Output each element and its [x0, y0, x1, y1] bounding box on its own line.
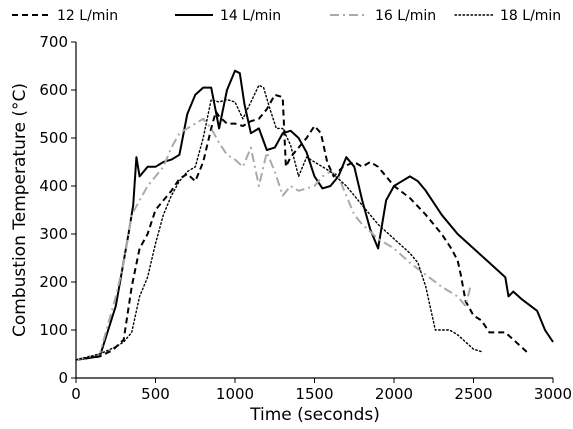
tick-labels: 0 500 1000 1500 2000 2500 3000 0 100 200 300 400 500… [39, 33, 572, 403]
data-series [75, 69, 554, 361]
x-tick-label: 500 [141, 385, 170, 403]
series-line-14-l-min [75, 69, 554, 361]
y-tick-label: 700 [39, 33, 68, 51]
series-line-12-l-min [75, 93, 530, 361]
y-tick-label: 0 [58, 369, 68, 387]
legend-label: 12 L/min [57, 8, 118, 24]
legend: 12 L/min 14 L/min 16 L/min 18 L/min [12, 8, 561, 24]
y-axis-title: Combustion Temperature (°C) [10, 83, 30, 337]
legend-label: 16 L/min [375, 8, 436, 24]
y-tick-label: 400 [39, 177, 68, 195]
x-tick-label: 3000 [534, 385, 572, 403]
x-tick-label: 1000 [216, 385, 254, 403]
legend-label: 14 L/min [220, 8, 281, 24]
y-tick-label: 600 [39, 81, 68, 99]
x-axis-title: Time (seconds) [249, 405, 380, 425]
y-tick-label: 300 [39, 225, 68, 243]
series-line-16-l-min [75, 117, 472, 361]
y-tick-label: 200 [39, 273, 68, 291]
x-tick-label: 1500 [295, 385, 333, 403]
x-tick-label: 0 [71, 385, 81, 403]
axes [75, 42, 553, 379]
legend-label: 18 L/min [500, 8, 561, 24]
x-tick-label: 2500 [454, 385, 492, 403]
series-line-18-l-min [75, 84, 483, 361]
x-tick-label: 2000 [375, 385, 413, 403]
y-tick-label: 500 [39, 129, 68, 147]
y-tick-label: 100 [39, 321, 68, 339]
